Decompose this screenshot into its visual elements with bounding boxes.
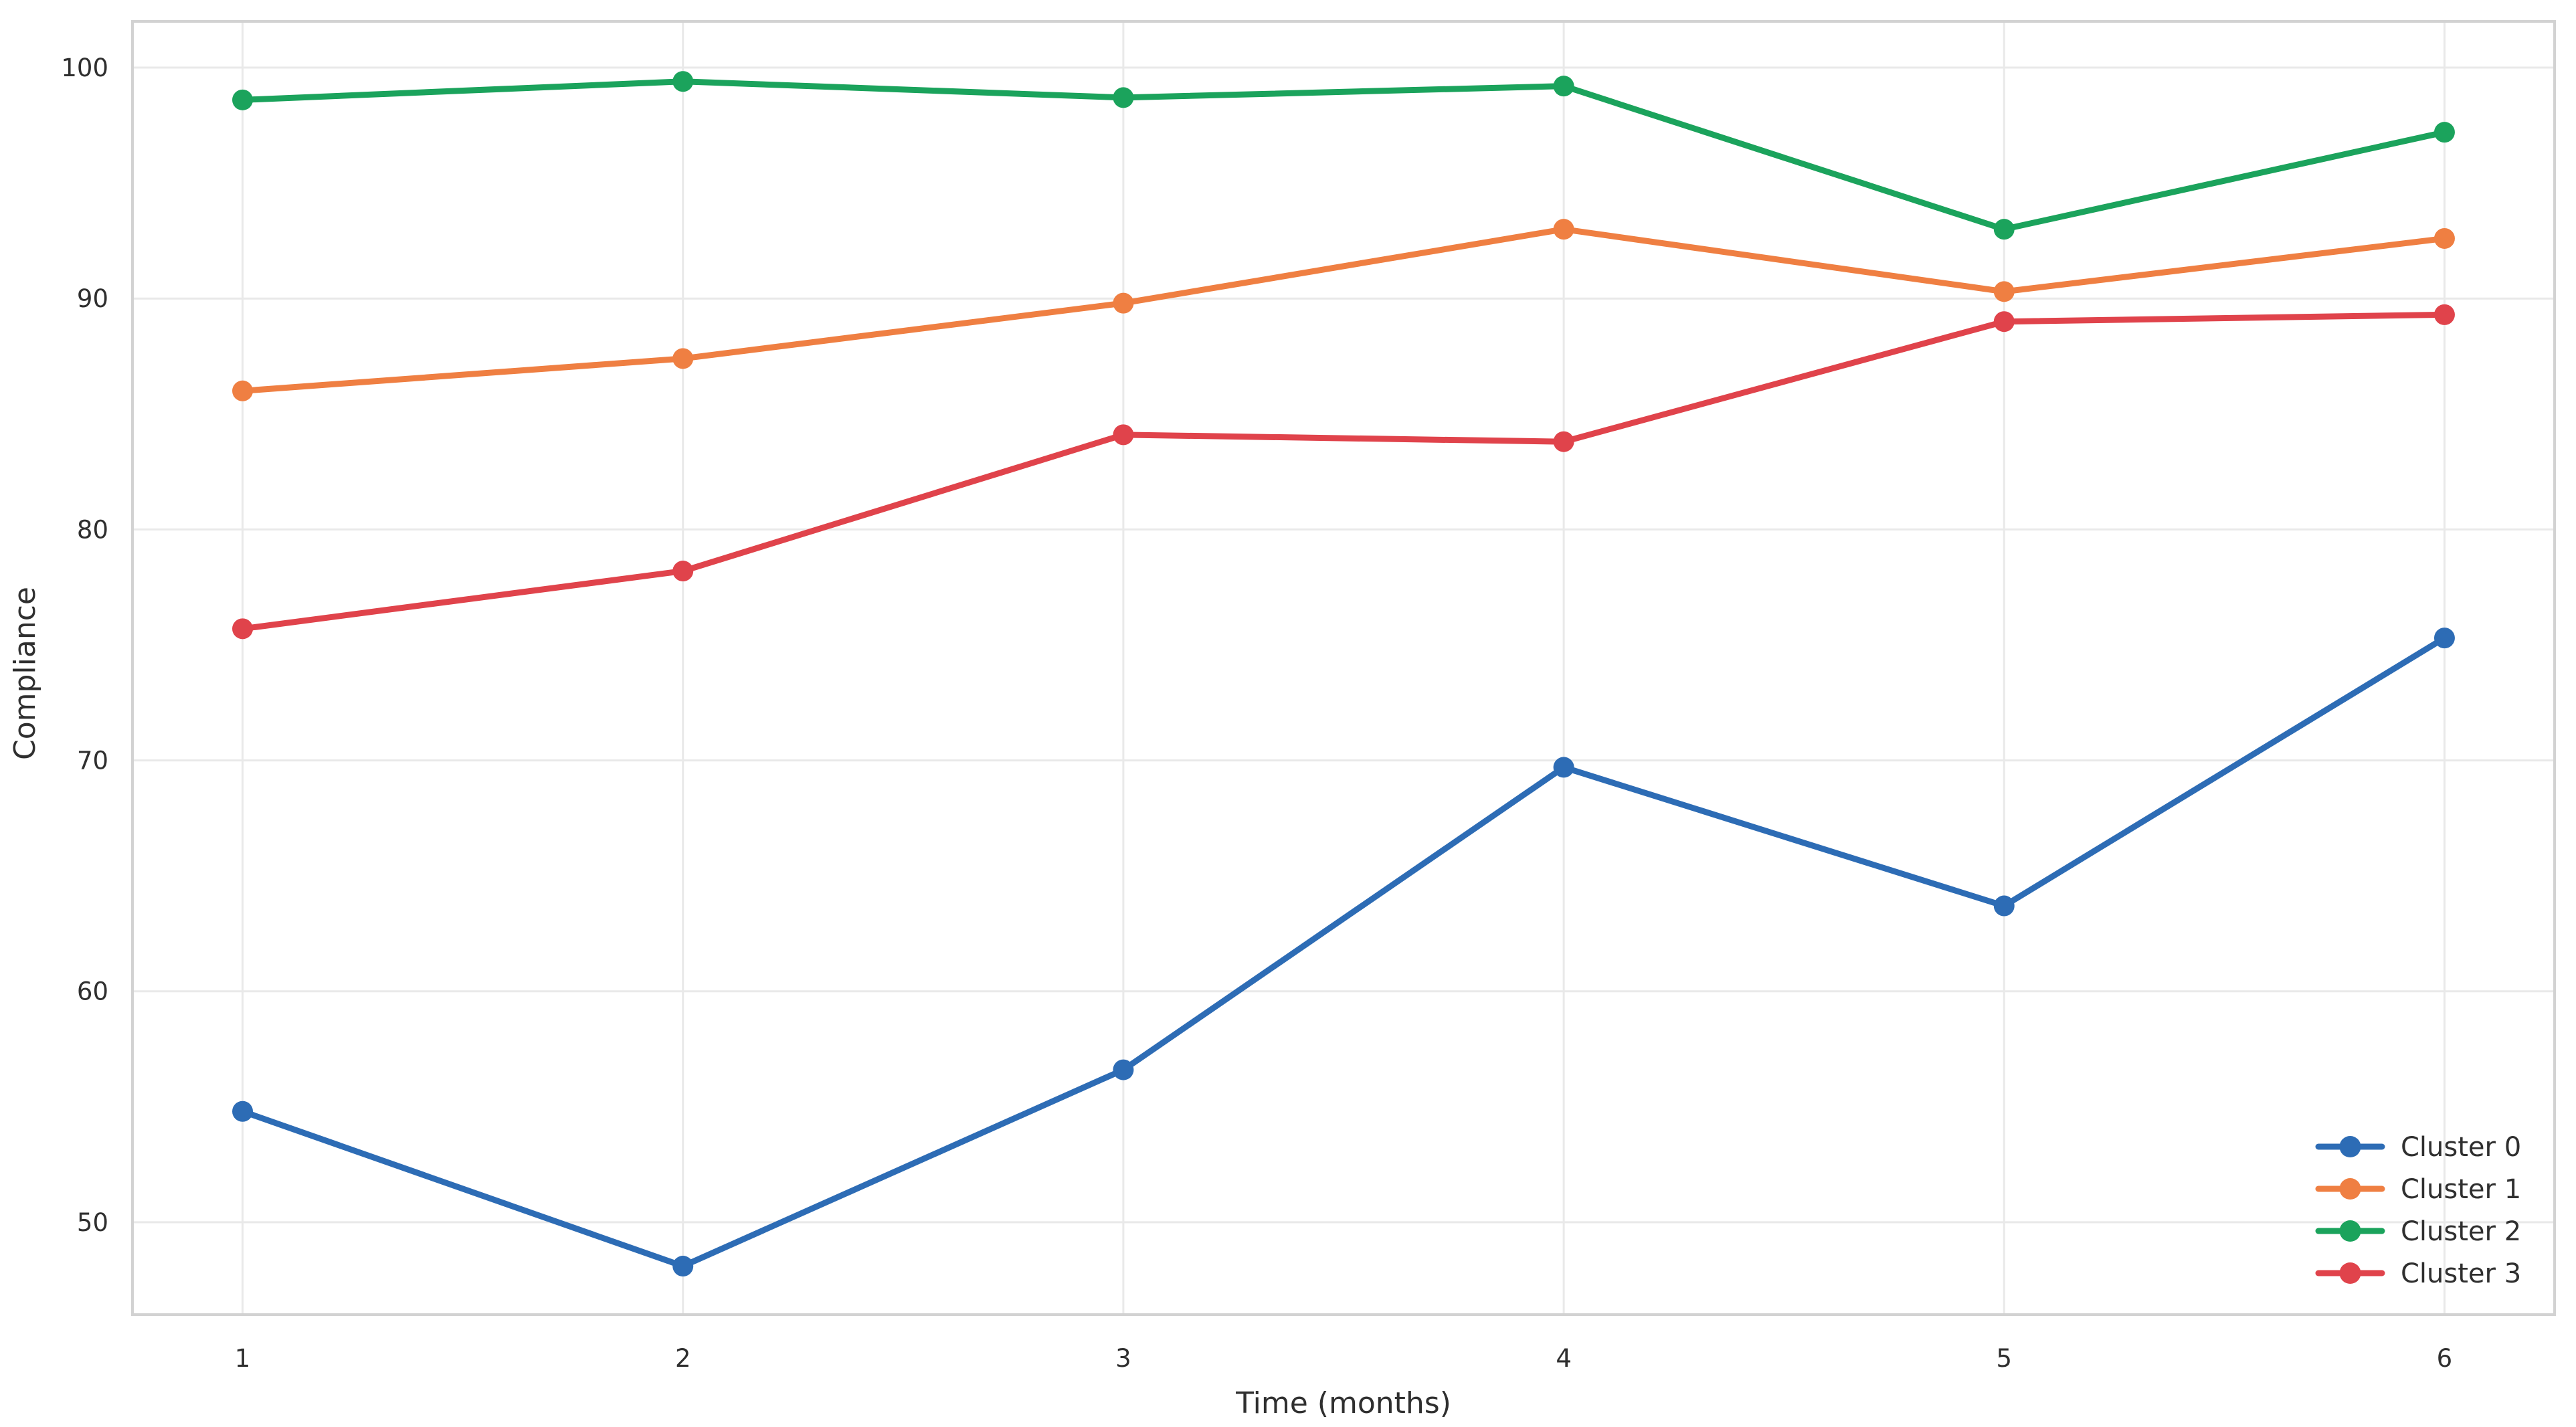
data-point-marker [1553, 431, 1574, 452]
x-tick-label: 3 [1115, 1344, 1131, 1373]
y-tick-label: 80 [77, 515, 108, 544]
plot-area [132, 21, 2555, 1315]
axes-spines [131, 20, 2556, 1316]
legend-item-cluster-2: Cluster 2 [2315, 1216, 2521, 1247]
legend-marker-icon [2339, 1262, 2361, 1284]
data-point-marker [232, 380, 254, 401]
legend-label: Cluster 0 [2401, 1132, 2521, 1163]
data-point-marker [232, 89, 254, 110]
y-tick-label: 100 [61, 54, 108, 82]
x-axis-label: Time (months) [1235, 1386, 1451, 1420]
line-0 [240, 635, 2448, 1270]
line-1 [240, 226, 2448, 394]
data-point-marker [2433, 628, 2455, 649]
data-point-marker [2433, 227, 2455, 249]
legend: Cluster 0 Cluster 1 Cluster 2 Cluster 3 [2315, 1132, 2521, 1289]
series-cluster-2 [232, 71, 2455, 240]
x-tick-label: 6 [2437, 1344, 2453, 1373]
data-point-marker [232, 618, 254, 640]
legend-item-cluster-0: Cluster 0 [2315, 1132, 2521, 1163]
series-cluster-1 [232, 219, 2455, 401]
data-point-marker [1993, 281, 2015, 302]
data-point-marker [672, 348, 694, 369]
x-tick-label: 4 [1556, 1344, 1572, 1373]
legend-label: Cluster 3 [2401, 1258, 2521, 1289]
x-tick-label: 5 [1996, 1344, 2012, 1373]
legend-marker-icon [2339, 1220, 2361, 1242]
line-2 [240, 78, 2448, 233]
y-tick-label: 60 [77, 977, 108, 1006]
data-point-marker [1113, 87, 1134, 108]
data-point-marker [1553, 757, 1574, 778]
data-point-marker [1993, 895, 2015, 917]
legend-label: Cluster 1 [2401, 1174, 2521, 1205]
line-3 [240, 311, 2448, 632]
data-point-marker [672, 561, 694, 582]
data-point-marker [672, 71, 694, 92]
legend-item-cluster-1: Cluster 1 [2315, 1174, 2521, 1205]
data-point-marker [1993, 219, 2015, 240]
legend-item-cluster-3: Cluster 3 [2315, 1258, 2521, 1289]
legend-marker-icon [2339, 1136, 2361, 1157]
data-point-marker [672, 1256, 694, 1277]
legend-marker-icon [2339, 1178, 2361, 1200]
data-point-marker [232, 1101, 254, 1122]
y-tick-label: 70 [77, 747, 108, 775]
data-point-marker [2433, 122, 2455, 143]
x-tick-label: 2 [675, 1344, 691, 1373]
data-point-marker [2433, 304, 2455, 325]
y-tick-label: 90 [77, 284, 108, 313]
series-cluster-3 [232, 304, 2455, 640]
data-point-marker [1113, 424, 1134, 446]
legend-label: Cluster 2 [2401, 1216, 2521, 1247]
data-point-marker [1553, 219, 1574, 240]
data-point-marker [1113, 1059, 1134, 1080]
data-point-marker [1553, 76, 1574, 97]
series-cluster-0 [232, 628, 2455, 1277]
x-tick-label: 1 [235, 1344, 251, 1373]
y-axis-label: Compliance [8, 587, 42, 760]
y-tick-label: 50 [77, 1208, 108, 1237]
data-point-marker [1993, 311, 2015, 332]
data-point-marker [1113, 292, 1134, 314]
